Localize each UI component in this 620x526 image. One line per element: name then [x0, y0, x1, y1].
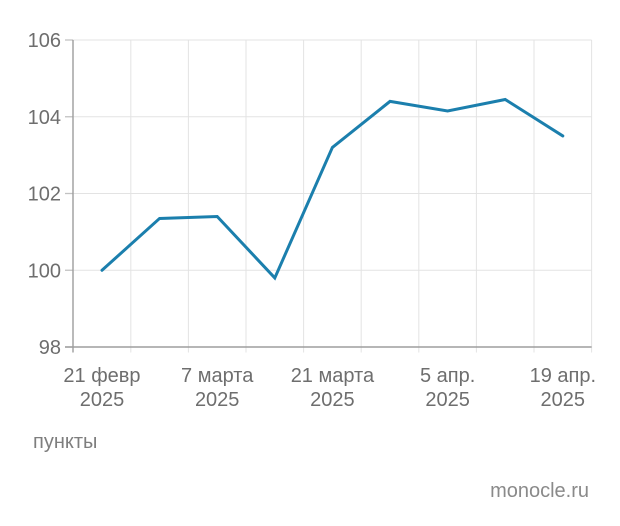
x-tick-label-year: 2025 [310, 389, 355, 411]
x-tick-label-year: 2025 [425, 389, 470, 411]
y-tick-label: 98 [39, 337, 61, 359]
x-tick-label-date: 21 февр [63, 365, 140, 387]
x-tick-label-date: 19 апр. [530, 365, 596, 387]
x-tick-label-year: 2025 [80, 389, 125, 411]
x-tick-label-year: 2025 [541, 389, 586, 411]
x-tick-label-year: 2025 [195, 389, 240, 411]
y-tick-label: 106 [28, 30, 61, 52]
x-tick-label-date: 21 марта [291, 365, 375, 387]
source-credit: monocle.ru [490, 480, 589, 502]
y-tick-label: 102 [28, 184, 61, 206]
x-tick-label-date: 5 апр. [420, 365, 475, 387]
data-line [100, 97, 565, 281]
x-tick-label-date: 7 марта [181, 365, 254, 387]
y-tick-label: 100 [28, 260, 61, 282]
y-tick-label: 104 [28, 107, 61, 129]
y-axis-unit-label: пункты [33, 431, 98, 453]
